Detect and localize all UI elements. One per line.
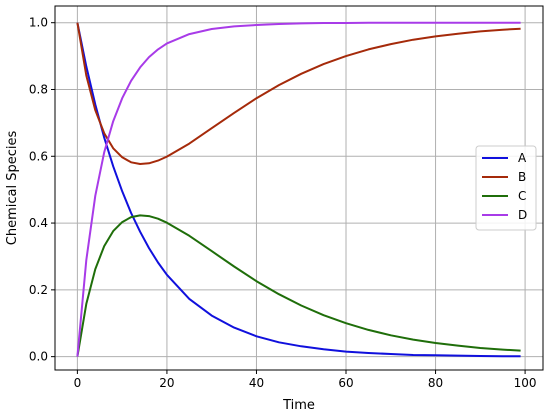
series-line-B: [76, 22, 521, 165]
y-axis-label: Chemical Species: [5, 131, 20, 246]
legend-label-C: C: [518, 189, 526, 203]
legend-label-B: B: [518, 170, 526, 184]
x-tick-label: 0: [74, 376, 82, 390]
series-line-C: [76, 214, 521, 357]
y-axis-ticks: 0.0 0.2 0.4 0.6 0.8 1.0: [29, 16, 55, 364]
y-tick-label: 0.4: [29, 216, 48, 230]
x-tick-label: 20: [159, 376, 174, 390]
x-axis-label: Time: [282, 398, 315, 413]
series-line-A: [76, 22, 521, 358]
x-axis-ticks: 0 20 40 60 80 100: [74, 370, 537, 390]
x-tick-label: 100: [514, 376, 537, 390]
x-tick-label: 40: [249, 376, 264, 390]
series-lines: [76, 21, 521, 358]
y-tick-label: 0.8: [29, 82, 48, 96]
y-tick-label: 0.6: [29, 149, 48, 163]
legend-box: [475, 145, 537, 231]
y-tick-label: 0.2: [29, 283, 48, 297]
plot-frame: [54, 5, 544, 371]
y-tick-label: 0.0: [29, 350, 48, 364]
x-tick-label: 80: [428, 376, 443, 390]
x-tick-label: 60: [338, 376, 353, 390]
legend-label-A: A: [518, 151, 527, 165]
y-tick-label: 1.0: [29, 16, 48, 30]
legend-label-D: D: [518, 208, 527, 222]
series-line-D: [76, 21, 521, 357]
